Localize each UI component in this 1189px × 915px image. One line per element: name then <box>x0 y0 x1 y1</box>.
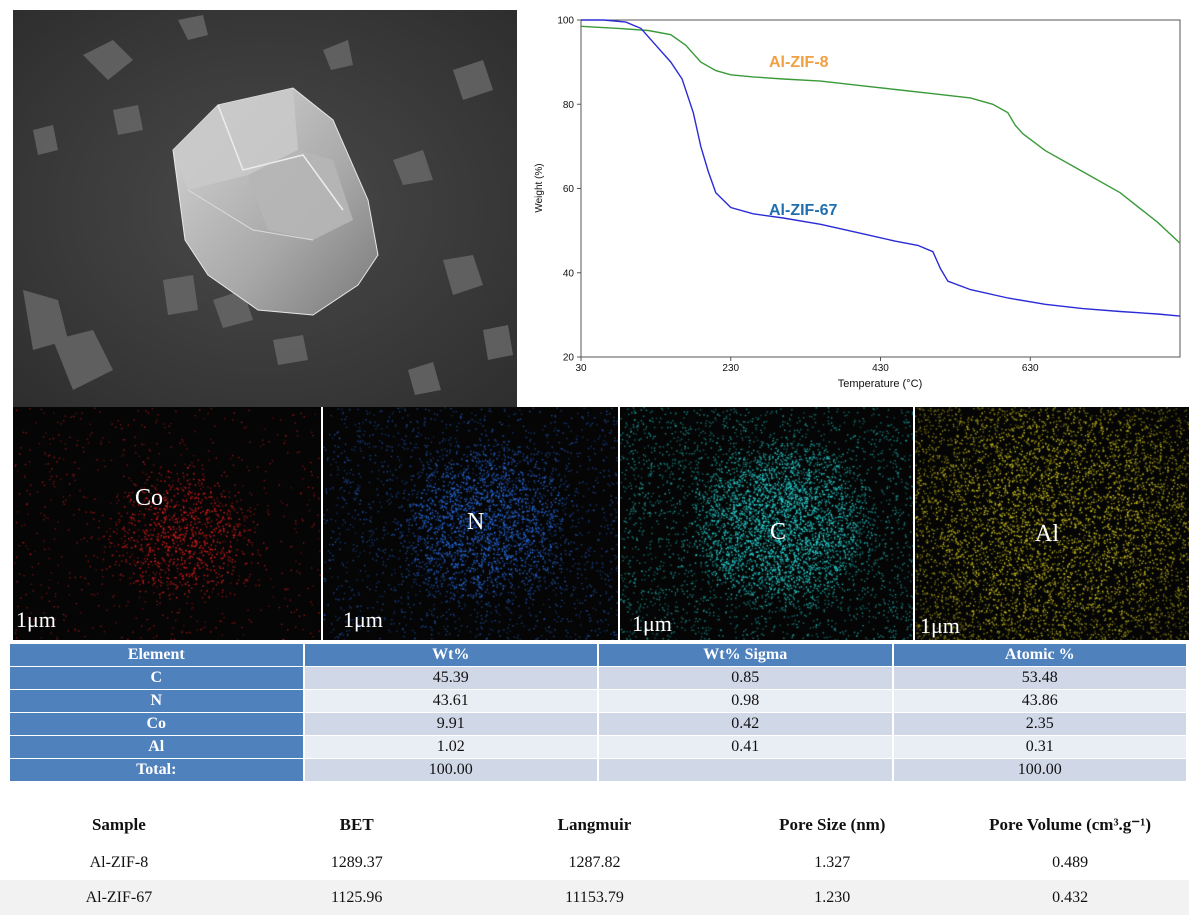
col-header: Sample <box>91 815 146 834</box>
row-header: Co <box>10 713 303 735</box>
table-cell: 1.02 <box>304 736 597 758</box>
col-header: BET <box>339 815 374 834</box>
tga-chart: 30 230 430 630 20 40 60 80 100 Al-ZIF-8 Al-ZIF-6… <box>520 10 1189 400</box>
series-label-al-zif-67: Al-ZIF-67 <box>769 202 838 219</box>
table-cell: Al-ZIF-67 <box>0 880 238 915</box>
table-row: Al-ZIF-67 1125.96 11153.79 1.230 0.432 <box>0 880 1189 915</box>
table-cell: 2.35 <box>893 713 1186 735</box>
x-tick-label: 230 <box>722 363 739 374</box>
table-cell: 9.91 <box>304 713 597 735</box>
y-tick-label: 60 <box>563 184 575 195</box>
plot-frame <box>580 19 1181 358</box>
eds-map-co: Co 1μm <box>13 407 321 640</box>
col-header: Pore Volume (cm³.g⁻¹) <box>989 815 1152 834</box>
table-cell: 0.489 <box>1052 853 1089 871</box>
table-cell: 1287.82 <box>568 853 621 871</box>
eds-map-n: N 1μm <box>323 407 618 640</box>
sem-image <box>13 10 517 407</box>
map-label: Al <box>1035 521 1059 547</box>
row-header: Al <box>10 736 303 758</box>
table-cell: 45.39 <box>304 667 597 689</box>
eds-table: Element Wt% Wt% Sigma Atomic % C 45.39 0… <box>8 643 1188 782</box>
table-cell: 43.86 <box>893 690 1186 712</box>
table-cell: 0.85 <box>599 667 892 689</box>
row-header: N <box>10 690 303 712</box>
table-cell: 0.432 <box>951 880 1189 915</box>
eds-maps: Co 1μm N 1μm C 1μm Al 1μm <box>13 407 1189 640</box>
table-cell: 0.98 <box>599 690 892 712</box>
table-cell: 1289.37 <box>330 853 383 871</box>
map-label: C <box>770 519 787 545</box>
table-cell <box>599 759 892 781</box>
y-tick-label: 20 <box>563 353 575 364</box>
table-cell: 1.327 <box>814 853 851 871</box>
scale-label: 1μm <box>920 613 960 638</box>
table-cell: 100.00 <box>893 759 1186 781</box>
series-label-al-zif-8: Al-ZIF-8 <box>769 54 829 71</box>
scale-label: 1μm <box>343 607 383 632</box>
y-axis-label: Weight (%) <box>534 163 545 212</box>
table-row: N 43.61 0.98 43.86 <box>10 690 1186 712</box>
table-cell: 0.41 <box>599 736 892 758</box>
eds-table-container: Element Wt% Wt% Sigma Atomic % C 45.39 0… <box>0 641 1189 791</box>
table-cell: Al-ZIF-8 <box>89 853 149 871</box>
map-label: Co <box>135 485 164 511</box>
table-cell: 0.31 <box>893 736 1186 758</box>
col-header: Pore Size (nm) <box>779 815 886 834</box>
table-cell: 53.48 <box>893 667 1186 689</box>
bet-table: Sample BET Langmuir Pore Size (nm) Pore … <box>0 805 1189 915</box>
x-tick-label: 30 <box>575 363 587 374</box>
table-cell: 100.00 <box>304 759 597 781</box>
y-tick-label: 40 <box>563 268 575 279</box>
series-line-al-zif-67 <box>581 19 1181 317</box>
table-cell: 1.230 <box>713 880 952 915</box>
table-cell: 11153.79 <box>475 880 714 915</box>
col-header: Langmuir <box>557 815 632 834</box>
table-cell: 0.42 <box>599 713 892 735</box>
table-row: Al-ZIF-8 1289.37 1287.82 1.327 0.489 <box>0 845 1189 880</box>
eds-map-c: C 1μm <box>620 407 913 640</box>
y-tick-label: 100 <box>557 16 574 27</box>
scale-label: 1μm <box>16 607 56 632</box>
table-row: Al 1.02 0.41 0.31 <box>10 736 1186 758</box>
x-axis-label: Temperature (°C) <box>838 378 922 390</box>
col-header: Element <box>10 644 303 666</box>
table-header-row: Element Wt% Wt% Sigma Atomic % <box>10 644 1186 666</box>
x-tick-label: 430 <box>872 363 889 374</box>
eds-map-al: Al 1μm <box>915 407 1189 640</box>
row-header: C <box>10 667 303 689</box>
sem-crystal <box>172 87 379 316</box>
scale-label: 1μm <box>632 611 672 636</box>
col-header: Wt% Sigma <box>599 644 892 666</box>
table-row-total: Total: 100.00 100.00 <box>10 759 1186 781</box>
x-tick-label: 630 <box>1022 363 1039 374</box>
series-line-al-zif-8 <box>580 25 1181 244</box>
col-header: Wt% <box>304 644 597 666</box>
row-header: Total: <box>10 759 303 781</box>
table-header-row: Sample BET Langmuir Pore Size (nm) Pore … <box>0 805 1189 845</box>
col-header: Atomic % <box>893 644 1186 666</box>
table-row: Co 9.91 0.42 2.35 <box>10 713 1186 735</box>
map-label: N <box>467 509 485 535</box>
axis-ticks: 30 230 430 630 20 40 60 80 100 <box>557 16 1039 375</box>
table-cell: 43.61 <box>304 690 597 712</box>
sem-debris <box>23 15 513 395</box>
table-row: C 45.39 0.85 53.48 <box>10 667 1186 689</box>
table-cell: 1125.96 <box>237 880 476 915</box>
y-tick-label: 80 <box>563 100 575 111</box>
